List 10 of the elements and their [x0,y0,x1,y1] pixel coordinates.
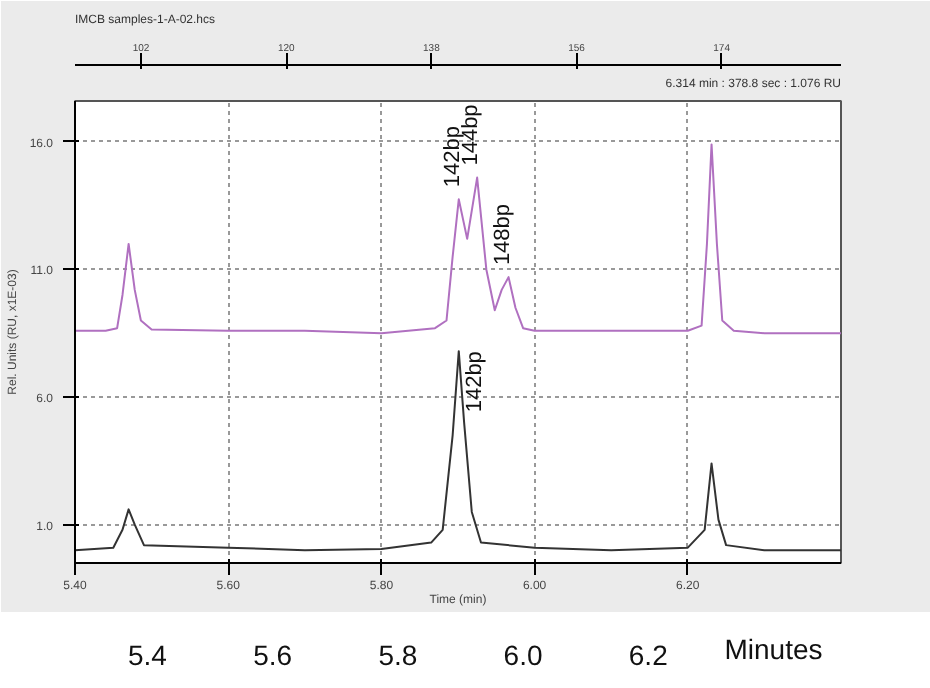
text: 5.6 [253,639,293,671]
annotation: 142bp [462,351,487,413]
text: 5.8 [378,639,418,671]
annotation: 144bp [459,104,484,166]
text: 5.4 [128,639,168,671]
text: Minutes [724,633,823,665]
line-series [75,350,841,552]
text: 6.2 [628,639,669,671]
text: 6.0 [503,639,543,671]
annotation: 148bp [490,203,515,266]
